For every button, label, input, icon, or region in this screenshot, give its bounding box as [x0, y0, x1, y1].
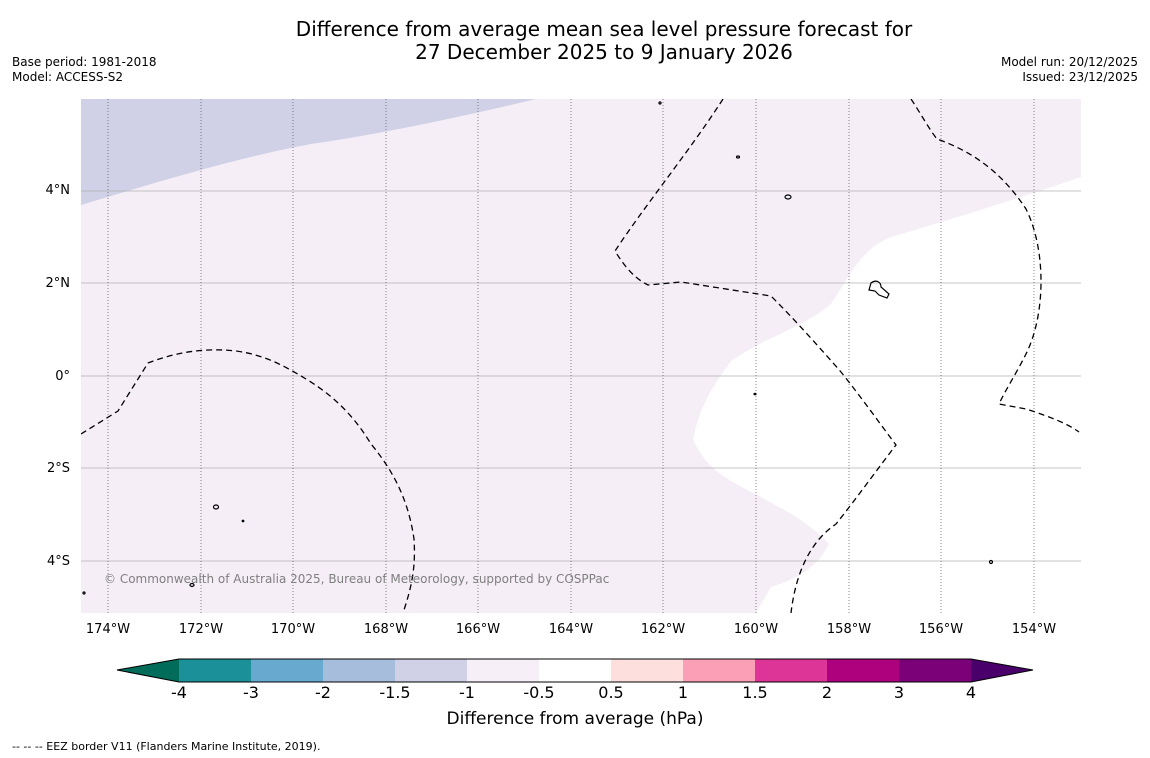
- x-tick-156w: 156°W: [918, 622, 964, 637]
- x-tick-158w: 158°W: [826, 622, 872, 637]
- map-canvas: [81, 99, 1081, 613]
- colorbar-label: -2: [315, 683, 331, 702]
- colorbar-label: -3: [243, 683, 259, 702]
- y-tick-2s: 2°S: [46, 461, 70, 476]
- colorbar-segment: [251, 659, 323, 682]
- base-period: Base period: 1981-2018: [12, 55, 157, 69]
- colorbar-segment: [755, 659, 827, 682]
- island-jarvis: [753, 392, 757, 396]
- colorbar-label: 2: [821, 683, 833, 702]
- colorbar-title: Difference from average (hPa): [446, 709, 704, 729]
- island-kiritimati: [868, 280, 890, 299]
- y-tick-4s: 4°S: [46, 554, 70, 569]
- colorbar-segment: [539, 659, 611, 682]
- colorbar-extend-high: [971, 659, 1033, 682]
- model-run: Model run: 20/12/2025: [1000, 55, 1138, 69]
- island-small-1: [241, 519, 245, 523]
- colorbar-extend-low: [117, 659, 179, 682]
- colorbar-label: -1.5: [379, 683, 411, 702]
- island-phoenix: [212, 504, 220, 510]
- island-teraina: [735, 155, 741, 159]
- x-tick-154w: 154°W: [1011, 622, 1057, 637]
- colorbar-segment: [467, 659, 539, 682]
- copyright-notice: © Commonwealth of Australia 2025, Bureau…: [104, 572, 610, 586]
- island-small-2: [82, 591, 86, 595]
- map-panel[interactable]: © Commonwealth of Australia 2025, Bureau…: [81, 99, 1081, 613]
- colorbar-label: 4: [965, 683, 977, 702]
- island-malden: [988, 559, 994, 565]
- x-tick-164w: 164°W: [548, 622, 594, 637]
- colorbar-segment: [827, 659, 899, 682]
- colorbar-segment: [683, 659, 755, 682]
- colorbar-label: -4: [171, 683, 187, 702]
- colorbar-segment: [323, 659, 395, 682]
- colorbar-segment: [395, 659, 467, 682]
- colorbar-segment: [179, 659, 251, 682]
- colorbar-label: 1.5: [742, 683, 768, 702]
- x-tick-168w: 168°W: [363, 622, 409, 637]
- colorbar-label: 0.5: [598, 683, 624, 702]
- y-tick-2n: 2°N: [45, 276, 71, 291]
- x-tick-170w: 170°W: [270, 622, 316, 637]
- x-tick-174w: 174°W: [85, 622, 131, 637]
- band-neg1-5-to-neg1: [81, 99, 536, 205]
- meta-right: Model run: 20/12/2025 Issued: 23/12/2025: [1001, 55, 1138, 85]
- eez-kiribati-phoenix: [81, 349, 416, 613]
- eez-kiribati-line-north: [614, 99, 897, 613]
- y-tick-4n: 4°N: [45, 183, 71, 198]
- eez-kiribati-line-east: [910, 99, 1080, 433]
- colorbar-label: -1: [459, 683, 475, 702]
- title-line-1: Difference from average mean sea level p…: [295, 17, 913, 41]
- x-tick-160w: 160°W: [733, 622, 779, 637]
- colorbar-segment: [899, 659, 971, 682]
- parallels: [81, 190, 1081, 562]
- islands: [82, 101, 994, 595]
- band-neg0-5-to-0-5: [693, 177, 1081, 613]
- title-line-2: 27 December 2025 to 9 January 2026: [415, 40, 793, 64]
- colorbar-label: 1: [677, 683, 689, 702]
- colorbar: [116, 658, 1034, 683]
- colorbar-segment: [611, 659, 683, 682]
- colorbar-label: 3: [893, 683, 905, 702]
- island-tabuaeran: [784, 194, 792, 200]
- eez-borders: [81, 99, 1080, 613]
- colorbar-outline: [116, 658, 1034, 683]
- map-title: Difference from average mean sea level p…: [254, 18, 954, 64]
- island-birnie: [189, 582, 195, 588]
- meta-left: Base period: 1981-2018 Model: ACCESS-S2: [12, 55, 157, 85]
- issued-date: Issued: 23/12/2025: [1022, 70, 1138, 84]
- island-palmyra: [658, 101, 662, 105]
- x-tick-172w: 172°W: [178, 622, 224, 637]
- eez-footnote: -- -- -- EEZ border V11 (Flanders Marine…: [12, 740, 321, 753]
- x-tick-166w: 166°W: [455, 622, 501, 637]
- x-tick-162w: 162°W: [640, 622, 686, 637]
- colorbar-label: -0.5: [523, 683, 555, 702]
- y-tick-0: 0°: [55, 369, 70, 384]
- model-name: Model: ACCESS-S2: [12, 70, 124, 84]
